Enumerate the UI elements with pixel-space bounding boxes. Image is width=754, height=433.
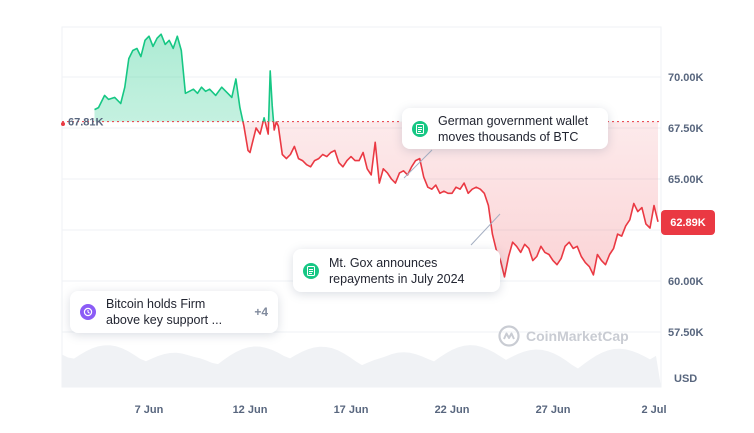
x-tick-label: 22 Jun [435, 404, 470, 416]
price-line-above [94, 33, 278, 122]
x-tick-label: 7 Jun [135, 404, 164, 416]
watermark-text: CoinMarketCap [526, 328, 629, 344]
document-icon [303, 262, 319, 279]
coinmarketcap-logo-icon [498, 325, 520, 347]
history-icon [80, 304, 96, 320]
document-icon [412, 120, 428, 137]
annotation-pointer-german [403, 149, 433, 179]
y-tick-label: 60.00K [668, 276, 704, 288]
annotation-text: Mt. Gox announces repayments in July 202… [329, 255, 465, 286]
annotation-text: German government wallet moves thousands… [438, 113, 589, 144]
news-annotation-mtgox[interactable]: Mt. Gox announces repayments in July 202… [293, 249, 500, 292]
more-annotations-count[interactable]: +4 [254, 305, 268, 319]
price-line-below [242, 121, 659, 278]
volume-area [62, 345, 661, 387]
reference-label: 67.81K [68, 117, 104, 129]
price-area-above [94, 34, 658, 122]
y-tick-label: 65.00K [668, 174, 704, 186]
price-lines [94, 33, 659, 278]
y-tick-label: 70.00K [668, 72, 704, 84]
current-price-tag: 62.89K [661, 210, 715, 235]
x-tick-label: 12 Jun [233, 404, 268, 416]
unit-label: USD [674, 373, 697, 385]
y-tick-label: 57.50K [668, 327, 704, 339]
news-annotation-german[interactable]: German government wallet moves thousands… [402, 108, 608, 149]
news-annotation-bitcoin[interactable]: Bitcoin holds Firm above key support ...… [70, 291, 278, 333]
watermark: CoinMarketCap [498, 325, 629, 347]
x-tick-label: 17 Jun [334, 404, 369, 416]
x-tick-label: 2 Jul [641, 404, 666, 416]
annotation-text: Bitcoin holds Firm above key support ... [106, 297, 223, 327]
annotation-pointer-gox [470, 213, 501, 246]
x-axis: 7 Jun 12 Jun 17 Jun 22 Jun 27 Jun 2 Jul [135, 404, 667, 416]
reference-marker [61, 122, 65, 126]
x-tick-label: 27 Jun [536, 404, 571, 416]
y-tick-label: 67.50K [668, 123, 704, 135]
